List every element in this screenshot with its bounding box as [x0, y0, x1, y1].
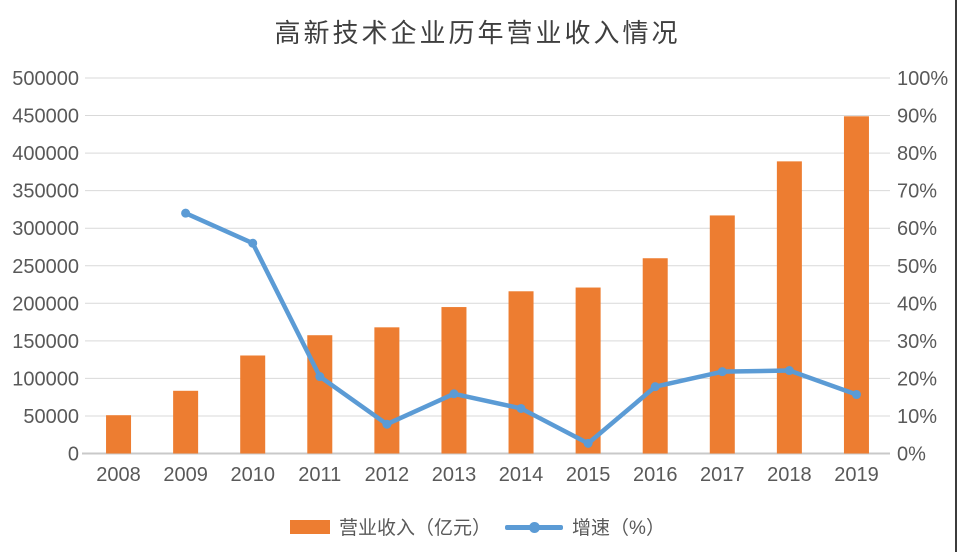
x-axis-tick-label: 2012 — [365, 464, 410, 486]
y-axis-left-tick-label: 250000 — [12, 256, 79, 278]
x-axis-tick-label: 2018 — [767, 464, 812, 486]
line-marker-2015 — [583, 438, 593, 448]
legend-item-growth: 增速（%） — [505, 513, 665, 540]
bar-2017 — [709, 215, 735, 454]
bar-2018 — [776, 161, 802, 454]
legend-label-growth: 增速（%） — [572, 518, 665, 539]
x-axis-tick-label: 2017 — [700, 464, 745, 486]
y-axis-left-tick-label: 0 — [68, 444, 79, 466]
x-axis-tick-label: 2009 — [163, 464, 208, 486]
line-marker-2012 — [382, 419, 392, 429]
growth-line-swatch-icon — [505, 521, 564, 533]
x-axis-tick-label: 2016 — [633, 464, 678, 486]
y-axis-right-tick-label: 0% — [897, 444, 926, 466]
y-axis-right-tick-label: 30% — [897, 331, 937, 353]
bar-2019 — [843, 116, 869, 454]
y-axis-left-tick-label: 350000 — [12, 181, 79, 203]
y-axis-right-tick-label: 90% — [897, 106, 937, 128]
y-axis-right-tick-label: 70% — [897, 181, 937, 203]
x-axis-tick-label: 2010 — [230, 464, 275, 486]
legend-item-revenue: 营业收入（亿元） — [290, 513, 491, 540]
line-marker-2014 — [516, 403, 526, 413]
bar-2013 — [441, 307, 467, 454]
x-axis-tick-label: 2008 — [96, 464, 141, 486]
y-axis-right-tick-label: 20% — [897, 368, 937, 390]
line-marker-2018 — [784, 366, 794, 376]
chart-legend: 营业收入（亿元） 增速（%） — [0, 513, 955, 540]
x-axis-tick-label: 2014 — [499, 464, 544, 486]
y-axis-right-tick-label: 10% — [897, 406, 937, 428]
bar-2012 — [374, 327, 400, 454]
bar-2011 — [307, 335, 333, 454]
y-axis-left-tick-label: 300000 — [12, 218, 79, 240]
line-marker-2016 — [650, 382, 660, 392]
line-marker-2011 — [315, 372, 325, 382]
line-marker-2013 — [449, 389, 459, 399]
bar-2010 — [240, 355, 266, 454]
y-axis-right-tick-label: 40% — [897, 293, 937, 315]
y-axis-left-tick-label: 50000 — [23, 406, 79, 428]
bar-2009 — [173, 390, 199, 454]
y-axis-left-tick-label: 150000 — [12, 331, 79, 353]
y-axis-left-tick-label: 500000 — [12, 68, 79, 90]
y-axis-right-tick-label: 50% — [897, 256, 937, 278]
x-axis-tick-label: 2013 — [432, 464, 477, 486]
x-axis-tick-label: 2019 — [834, 464, 879, 486]
y-axis-left-tick-label: 200000 — [12, 293, 79, 315]
y-axis-right-tick-label: 80% — [897, 143, 937, 165]
x-axis-tick-label: 2015 — [566, 464, 611, 486]
bar-2015 — [575, 287, 601, 454]
legend-label-revenue: 营业收入（亿元） — [339, 518, 492, 539]
y-axis-left-tick-label: 450000 — [12, 106, 79, 128]
x-axis-tick-label: 2011 — [298, 464, 341, 486]
line-marker-2019 — [851, 390, 861, 400]
line-marker-2010 — [248, 238, 258, 248]
y-axis-left-tick-label: 400000 — [12, 143, 79, 165]
bar-2008 — [106, 415, 132, 454]
bar-2016 — [642, 258, 668, 454]
y-axis-right-tick-label: 60% — [897, 218, 937, 240]
growth-line-dot — [528, 521, 540, 533]
y-axis-right-tick-label: 100% — [897, 68, 948, 90]
bar-2014 — [508, 291, 534, 454]
chart-title: 高新技术企业历年营业收入情况 — [274, 19, 681, 49]
revenue-bar-swatch-icon — [290, 519, 331, 534]
line-marker-2009 — [181, 208, 191, 218]
line-marker-2017 — [717, 367, 727, 377]
y-axis-left-tick-label: 100000 — [12, 368, 79, 390]
